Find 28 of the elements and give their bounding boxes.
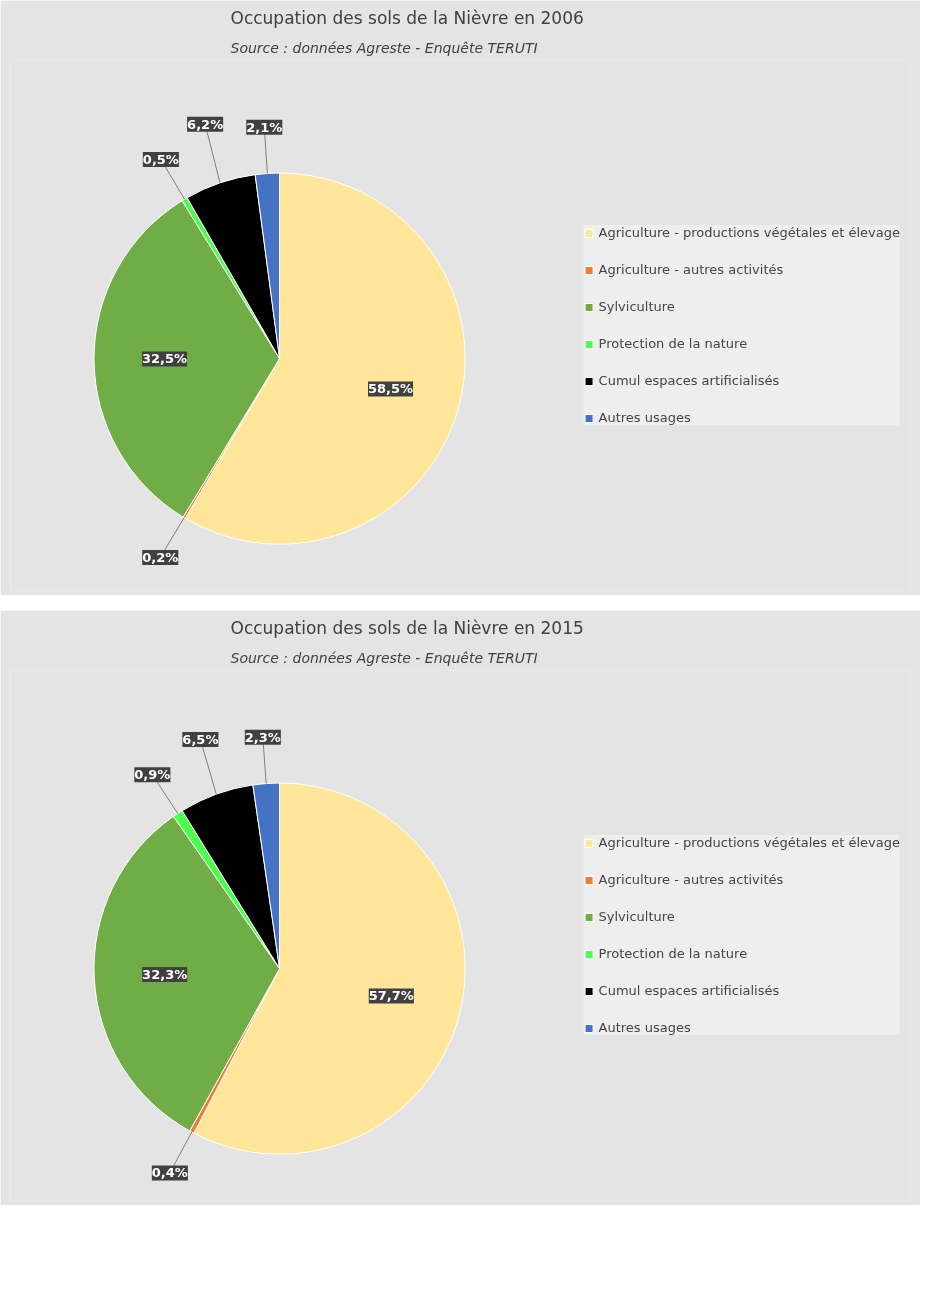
data-label: 32,5% xyxy=(141,351,188,367)
chart-subtitle: Source : données Agreste - Enquête TERUTI xyxy=(230,39,538,56)
legend-label: Agriculture - autres activités xyxy=(598,872,784,887)
chart-title: Occupation des sols de la Nièvre en 2015 xyxy=(230,617,584,638)
chart-subtitle: Source : données Agreste - Enquête TERUTI xyxy=(230,649,538,666)
data-label: 0,4% xyxy=(151,1165,188,1181)
chart-title: Occupation des sols de la Nièvre en 2006 xyxy=(230,7,584,28)
data-label: 57,7% xyxy=(368,988,414,1004)
data-label: 2,1% xyxy=(246,119,283,135)
legend-label: Cumul espaces artificialisés xyxy=(598,983,780,998)
legend-label: Cumul espaces artificialisés xyxy=(598,373,780,388)
legend-label: Agriculture - productions végétales et élevage xyxy=(598,225,900,240)
legend-label: Agriculture - autres activités xyxy=(598,262,784,277)
data-label: 32,3% xyxy=(142,967,188,983)
legend-label: Autres usages xyxy=(598,410,691,425)
legend-label: Protection de la nature xyxy=(598,946,748,961)
data-label: 0,9% xyxy=(134,767,171,783)
data-label: 0,2% xyxy=(142,549,179,565)
data-label: 2,3% xyxy=(244,729,281,745)
data-label: 0,5% xyxy=(142,151,179,167)
data-label: 6,5% xyxy=(182,731,219,747)
legend-label: Sylviculture xyxy=(598,909,675,924)
data-label: 6,2% xyxy=(187,116,224,132)
legend-label: Protection de la nature xyxy=(598,336,748,351)
legend-label: Agriculture - productions végétales et élevage xyxy=(598,835,900,850)
legend-label: Sylviculture xyxy=(598,299,675,314)
legend-label: Autres usages xyxy=(598,1020,691,1035)
data-label: 58,5% xyxy=(368,381,414,397)
